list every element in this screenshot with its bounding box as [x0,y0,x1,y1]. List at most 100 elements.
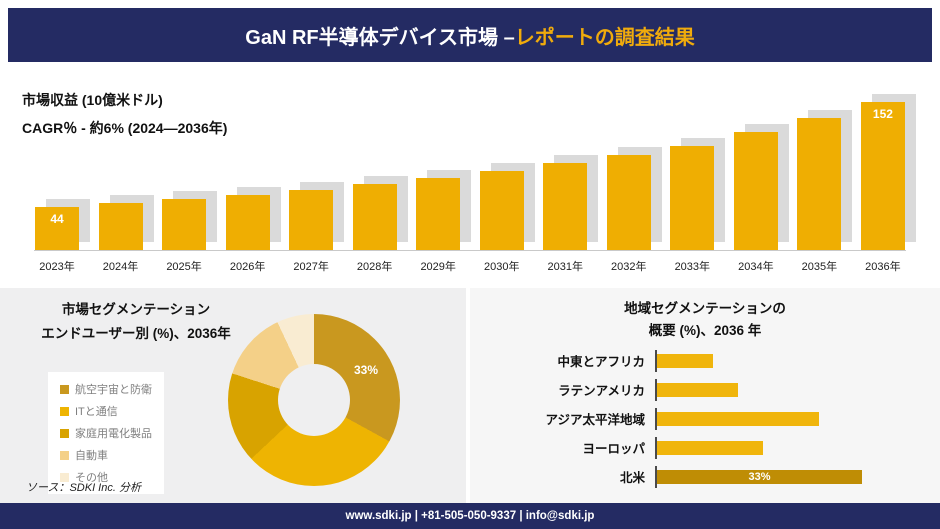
legend-swatch [60,450,69,460]
axis-label: 2036年 [865,261,901,273]
region-bar-track [655,349,916,372]
revenue-bar [98,195,154,250]
region-bar-value-label: 33% [748,470,771,483]
region-row: 北米 33% [490,462,916,491]
header-banner: GaN RF半導体デバイス市場 –レポートの調査結果 [8,8,932,62]
page-title: GaN RF半導体デバイス市場 –レポートの調査結果 [245,21,694,50]
metric-label: 市場収益 (10億米ドル) [22,92,163,108]
region-label: アジア太平洋地域 [545,413,645,427]
revenue-bar [479,163,535,250]
revenue-axis: 2023年 2024年 2025年 2026年 2027年 2028年 2029年 2030年… [34,250,906,274]
revenue-bar-slot [288,182,345,250]
legend-item: ITと通信 [60,403,152,419]
page-title-main: GaN RF半導体デバイス市場 – [245,26,515,49]
region-bar [657,411,819,426]
axis-label: 2031年 [547,261,583,273]
revenue-bar [606,147,662,250]
page-title-accent: レポートの調査結果 [514,26,695,49]
region-bar-track: 33% [655,465,916,488]
revenue-bar [543,155,599,250]
axis-label: 2033年 [674,261,711,273]
revenue-bar-slot [161,191,218,250]
axis-label: 2026年 [229,261,266,273]
segmentation-panel: 市場セグメンテーション エンドユーザー別 (%)、2036年 航空宇宙と防衛 IT… [0,288,466,503]
region-bar [657,353,713,368]
region-bar [657,440,763,455]
legend-label: 自動車 [75,450,108,462]
revenue-chart-section: 市場収益 (10億米ドル) CAGR％ - 約6% (2024―2036年) 4… [0,62,940,288]
axis-label: 2035年 [801,261,838,273]
legend: 航空宇宙と防衛 ITと通信家庭用電化製品 自動車その他 [48,372,164,494]
region-panel: 地域セグメンテーションの 概要 (%)、2036 年 中東とアフリカ ラテンアメリ… [470,288,940,503]
revenue-bar [670,138,726,250]
axis-label: 2029年 [420,261,456,273]
revenue-chart-header: 市場収益 (10億米ドル) CAGR％ - 約6% (2024―2036年) [22,86,227,142]
axis-label: 2025年 [166,261,202,273]
footer-text: www.sdki.jp | +81-505-050-9337 | info@sd… [345,510,595,522]
legend-swatch [60,406,69,416]
segmentation-title-line1: 市場セグメンテーション [61,302,211,317]
revenue-bar [162,191,218,250]
bar-value-label: 152 [872,107,893,121]
revenue-bar-slot [669,138,726,250]
revenue-bar [289,182,345,250]
revenue-bar-slot [352,176,408,250]
legend-label: その他 [75,472,108,484]
revenue-bar-slot: 152 [860,94,916,250]
region-rows: 中東とアフリカ ラテンアメリカアジア太平洋地域ヨーロッパ北米 33% [490,346,916,491]
region-bar-track [655,378,916,401]
segmentation-title: 市場セグメンテーション エンドユーザー別 (%)、2036年 [0,298,272,347]
legend-swatch [60,384,69,394]
revenue-bar-slot [479,163,535,250]
region-bar [657,382,738,397]
legend-swatch [60,428,69,438]
region-bar-track [655,436,916,459]
axis-label: 2032年 [611,261,647,273]
source-note: ソース：SDKI Inc. 分析 [26,482,141,494]
legend-label: 航空宇宙と防衛 [75,384,152,396]
revenue-bar [797,110,853,250]
revenue-bar-slot [225,187,281,250]
region-bar-track [655,407,916,430]
revenue-bars: 44 152 [34,90,916,250]
axis-label: 2024年 [102,261,139,273]
legend-item: 自動車 [60,447,152,463]
revenue-bar [733,124,789,250]
revenue-bar-slot [796,110,853,250]
cagr-label: CAGR％ - 約6% (2024―2036年) [22,120,228,136]
region-bar: 33% [657,469,862,484]
revenue-bar-slot [733,124,789,250]
revenue-bar-slot [98,195,154,250]
donut-label: 33% [354,363,379,377]
region-label: ヨーロッパ [582,442,645,456]
legend-item: 家庭用電化製品 [60,425,152,441]
region-title: 地域セグメンテーションの 概要 (%)、2036 年 [470,288,940,341]
revenue-bar-slot [606,147,662,250]
revenue-bar: 152 [860,94,916,250]
segmentation-title-line2: エンドユーザー別 (%)、2036年 [41,326,231,342]
region-row: ヨーロッパ [490,433,916,462]
axis-label: 2027年 [293,261,329,273]
region-label: 中東とアフリカ [557,355,645,369]
region-title-line2: 概要 (%)、2036 年 [648,322,762,338]
revenue-bar-slot [415,170,472,250]
revenue-bar [225,187,281,250]
axis-label: 2030年 [483,261,520,273]
donut-chart: 33% [228,314,400,486]
legend-label: 家庭用電化製品 [75,428,152,440]
region-label: ラテンアメリカ [558,384,645,398]
revenue-bar: 44 [35,199,90,250]
axis-label: 2034年 [738,261,774,273]
revenue-bar [352,176,408,250]
region-row: アジア太平洋地域 [490,404,916,433]
region-row: 中東とアフリカ [490,346,916,375]
legend-label: ITと通信 [75,406,118,418]
region-label: 北米 [619,471,645,485]
legend-item: 航空宇宙と防衛 [60,381,152,397]
axis-label: 2028年 [356,261,393,273]
footer-bar: www.sdki.jp | +81-505-050-9337 | info@sd… [0,503,940,529]
region-title-line1: 地域セグメンテーションの [624,301,786,316]
bar-value-label: 44 [50,212,64,226]
legend-item: その他 [60,469,152,485]
region-row: ラテンアメリカ [490,375,916,404]
